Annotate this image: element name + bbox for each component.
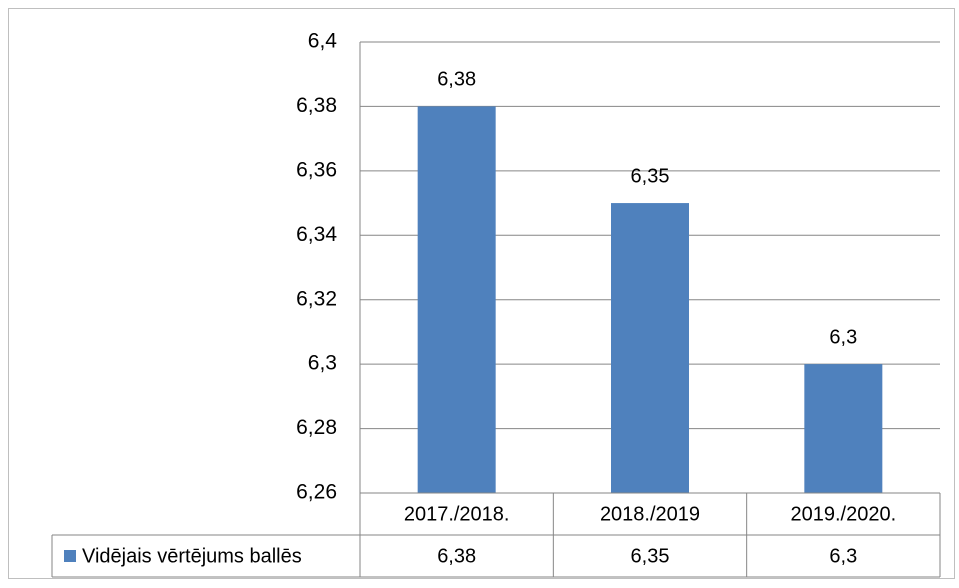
legend-key [64, 550, 76, 562]
y-tick-label: 6,36 [296, 158, 337, 181]
bar [611, 203, 689, 494]
y-tick-label: 6,4 [308, 30, 338, 53]
data-label: 6,35 [631, 165, 670, 187]
data-label: 6,3 [829, 326, 857, 348]
y-tick-label: 6,26 [296, 481, 337, 504]
bar [417, 106, 496, 493]
table-value: 6,35 [631, 545, 670, 567]
y-tick-label: 6,38 [296, 94, 337, 117]
table-value: 6,38 [437, 545, 476, 567]
y-tick-label: 6,3 [308, 352, 337, 375]
y-tick-label: 6,34 [296, 223, 337, 246]
x-tick-label: 2019./2020. [791, 503, 897, 525]
y-tick-label: 6,32 [296, 287, 337, 310]
bar [804, 364, 883, 493]
x-tick-label: 2017./2018. [404, 503, 510, 525]
legend-label: Vidējais vērtējums ballēs [82, 545, 302, 567]
y-tick-label: 6,28 [296, 416, 337, 439]
data-label: 6,38 [437, 69, 476, 91]
x-tick-label: 2018./2019 [600, 503, 700, 525]
table-value: 6,3 [829, 545, 857, 567]
